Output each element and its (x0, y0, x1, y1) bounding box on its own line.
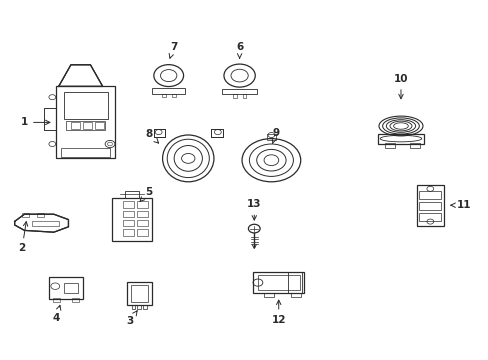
Bar (137, 220, 147, 226)
Text: 2: 2 (19, 222, 28, 253)
Bar (56, 86, 115, 158)
Bar (49, 277, 83, 299)
Bar (377, 134, 423, 144)
Bar (385, 143, 394, 148)
Bar (44, 108, 56, 130)
Bar (419, 202, 441, 210)
Bar (162, 94, 165, 97)
Bar (222, 89, 256, 94)
Bar (419, 191, 441, 199)
Text: 4: 4 (52, 305, 61, 323)
Bar (72, 298, 79, 302)
Bar (232, 94, 236, 98)
Text: 10: 10 (393, 74, 407, 99)
Text: 8: 8 (145, 129, 158, 143)
Text: 13: 13 (246, 199, 261, 220)
Bar (37, 213, 44, 217)
Text: 11: 11 (450, 200, 471, 210)
Bar (258, 275, 299, 290)
Bar (409, 143, 419, 148)
Bar (242, 94, 246, 98)
Bar (83, 122, 92, 129)
Bar (266, 134, 276, 140)
Bar (287, 272, 302, 293)
Bar (32, 221, 59, 226)
Bar (137, 305, 141, 309)
Bar (61, 148, 110, 157)
Bar (137, 201, 147, 208)
Bar (44, 108, 56, 130)
Bar (137, 211, 147, 217)
Bar (63, 92, 107, 119)
Text: 12: 12 (271, 300, 285, 325)
Bar (131, 305, 135, 309)
Bar (112, 198, 151, 241)
Bar (53, 298, 60, 302)
Bar (143, 305, 147, 309)
Text: 5: 5 (140, 186, 152, 202)
Text: 7: 7 (169, 42, 177, 58)
Bar (95, 122, 104, 129)
Bar (123, 201, 134, 208)
Bar (419, 212, 441, 220)
Bar (63, 283, 78, 293)
Bar (416, 184, 443, 226)
Text: 6: 6 (236, 42, 243, 58)
Bar (22, 213, 29, 217)
Text: 1: 1 (21, 117, 50, 127)
Bar (124, 191, 139, 198)
Bar (123, 220, 134, 226)
Bar (123, 229, 134, 236)
Bar (137, 229, 147, 236)
Bar (290, 293, 300, 297)
Text: 3: 3 (126, 311, 137, 326)
Bar (152, 88, 184, 94)
Bar (264, 293, 273, 297)
Bar (127, 282, 151, 305)
Bar (171, 94, 175, 97)
Text: 9: 9 (272, 128, 279, 144)
Bar (130, 285, 148, 302)
Bar (123, 211, 134, 217)
Bar (71, 122, 80, 129)
Bar (253, 272, 304, 293)
Bar (66, 121, 105, 130)
